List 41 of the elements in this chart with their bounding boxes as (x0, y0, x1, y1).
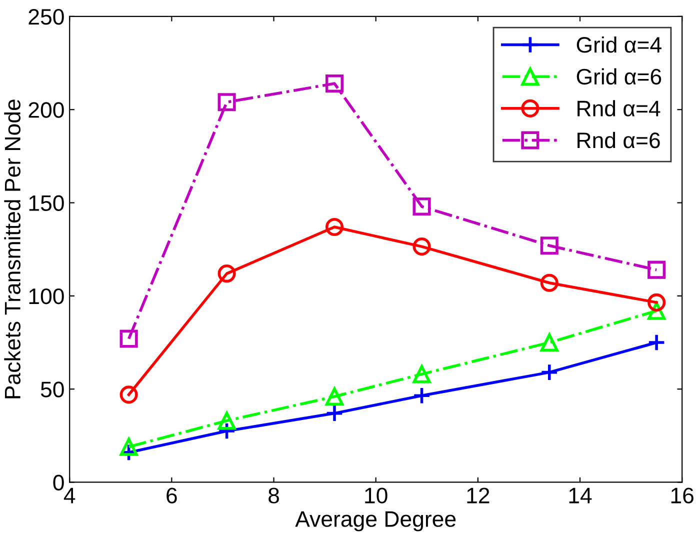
point (120, 386, 138, 404)
point (325, 404, 344, 422)
point (648, 260, 666, 279)
legend-label: Grid α=4 (576, 36, 662, 53)
point (325, 388, 344, 406)
point (412, 365, 431, 384)
y-tick-label: 200 (28, 102, 64, 118)
x-tick-label: 4 (64, 488, 76, 504)
point (540, 363, 558, 382)
x-axis-title: Average Degree (295, 511, 456, 532)
point (218, 264, 236, 283)
x-tick-label: 12 (467, 488, 490, 504)
point (540, 274, 558, 292)
point (218, 93, 236, 112)
point (218, 422, 236, 440)
legend-label: Rnd α=6 (578, 132, 660, 148)
y-tick-label: 0 (53, 474, 64, 491)
x-tick-label: 8 (268, 488, 279, 504)
y-axis-title: Packets Transmitted Per Node (4, 100, 20, 398)
legend-label: Grid α=6 (576, 68, 662, 85)
point (540, 236, 558, 255)
point (412, 197, 431, 216)
point (648, 293, 666, 312)
point (648, 333, 666, 352)
legend-label: Rnd α=4 (578, 100, 660, 116)
point (120, 330, 138, 348)
point (540, 333, 558, 352)
x-tick-label: 14 (569, 488, 592, 504)
y-tick-label: 50 (40, 382, 64, 398)
point (120, 438, 138, 456)
point (325, 74, 344, 93)
x-tick-label: 6 (166, 488, 177, 504)
point (412, 386, 431, 405)
x-tick-label: 16 (671, 488, 694, 504)
x-tick-label: 10 (365, 488, 388, 504)
y-tick-label: 250 (28, 8, 64, 25)
y-tick-label: 100 (29, 288, 64, 304)
point (325, 218, 344, 236)
point (412, 238, 431, 256)
y-tick-label: 150 (29, 195, 64, 212)
point (218, 412, 236, 430)
